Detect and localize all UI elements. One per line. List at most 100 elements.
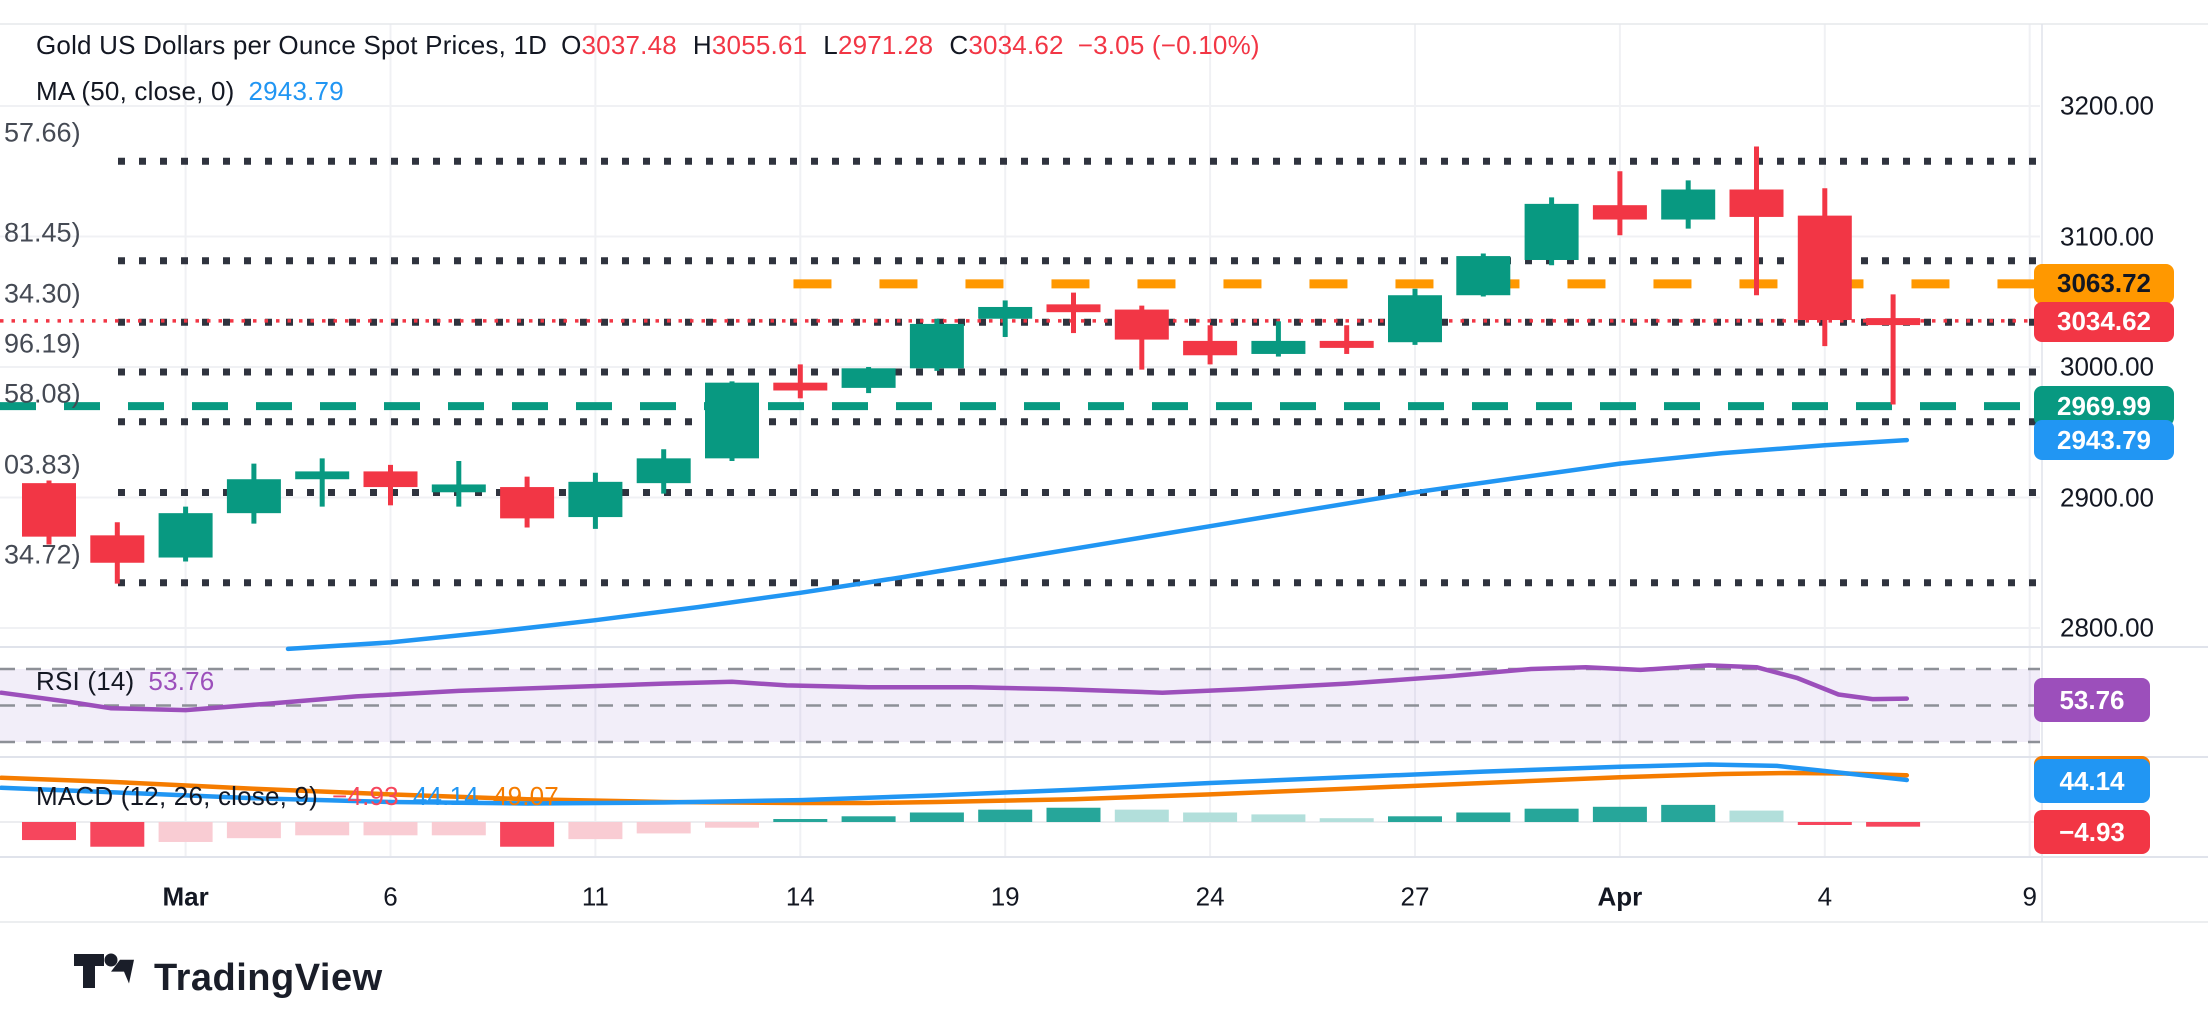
macd-histogram-bar: [1046, 807, 1101, 822]
time-tick-label: 11: [581, 881, 609, 912]
pivot-level-label: 81.45): [4, 217, 81, 248]
price-tick-label: 3200.00: [2060, 90, 2154, 121]
macd-histogram-bar: [1729, 810, 1784, 822]
macd-histogram-bar: [1592, 806, 1647, 822]
macd-histogram-bar: [1251, 814, 1306, 822]
candle-body: [841, 368, 896, 388]
candle-body: [1183, 340, 1238, 356]
macd-histogram-bar: [90, 822, 145, 847]
time-tick-label: 24: [1195, 881, 1225, 912]
macd-histogram-bar: [909, 812, 964, 822]
candle-body: [1729, 189, 1784, 217]
macd-histogram-bar: [158, 822, 213, 842]
candle-body: [773, 382, 828, 391]
macd-legend[interactable]: MACD (12, 26, close, 9) −4.93 44.14 49.0…: [36, 781, 559, 812]
rsi-line: [0, 663, 1910, 713]
pivot-level-label: 58.08): [4, 378, 81, 409]
macd-histogram-bar: [1456, 812, 1511, 822]
time-tick-label: 9: [2022, 881, 2037, 912]
candle-body: [1456, 256, 1511, 296]
macd-histogram-bar: [568, 822, 623, 840]
rsi-legend[interactable]: RSI (14) 53.76: [36, 666, 214, 697]
rsi-label: RSI (14): [36, 666, 135, 696]
pivot-level-label: 57.66): [4, 117, 81, 148]
pivot-level-label: 34.72): [4, 539, 81, 570]
macd-histogram-bar: [841, 816, 896, 822]
macd-histogram-bar: [295, 822, 350, 836]
macd-hist-value: −4.93: [332, 781, 399, 811]
symbol-title: Gold US Dollars per Ounce Spot Prices, 1…: [36, 30, 548, 60]
pivot-level-label: 03.83): [4, 449, 81, 479]
macd-histogram-bar: [705, 822, 759, 828]
low-value: L2971.28: [823, 30, 934, 60]
change-value: −3.05 (−0.10%): [1077, 30, 1260, 60]
high-value: H3055.61: [692, 30, 808, 60]
candle-body: [295, 471, 350, 480]
candle-body: [1797, 215, 1852, 321]
macd-histogram-bar: [500, 822, 555, 847]
time-tick-label: 6: [383, 881, 398, 912]
tradingview-logo[interactable]: TradingView: [74, 952, 383, 1004]
candle-body: [978, 306, 1033, 319]
candle-body: [1046, 304, 1101, 313]
price-tick-label: 2900.00: [2060, 482, 2154, 512]
macd-histogram-bar: [1388, 816, 1442, 822]
ma-legend[interactable]: MA (50, close, 0) 2943.79: [36, 76, 344, 107]
symbol-legend[interactable]: Gold US Dollars per Ounce Spot Prices, 1…: [36, 30, 1260, 61]
ohlc-values: O3037.48 H3055.61 L2971.28 C3034.62: [561, 30, 1064, 61]
candle-body: [568, 481, 623, 518]
open-value: O3037.48: [561, 30, 677, 60]
macd-histogram-bar: [22, 822, 76, 841]
pivot-level-label: 96.19): [4, 328, 81, 359]
macd-histogram-bar: [1114, 809, 1169, 822]
macd-histogram-bar: [1866, 822, 1921, 827]
rsi-value: 53.76: [148, 666, 215, 696]
candle-body: [1251, 340, 1306, 354]
macd-hist-axis-badge: −4.93: [2034, 810, 2150, 854]
time-tick-label: 27: [1400, 881, 1430, 912]
candle-body: [1524, 203, 1579, 260]
macd-histogram-bar: [1319, 818, 1374, 822]
candle-body: [363, 471, 418, 488]
price-tick-label: 3100.00: [2060, 221, 2154, 251]
macd-histogram-bar: [431, 822, 486, 836]
macd-signal-value: 49.07: [492, 781, 559, 811]
candle-body: [636, 458, 691, 484]
ma-label: MA (50, close, 0): [36, 76, 235, 106]
candle-body: [226, 479, 281, 514]
price-axis-badge: 2943.79: [2034, 420, 2174, 461]
pivot-level-label: 34.30): [4, 278, 81, 309]
candle-body: [909, 323, 964, 369]
time-tick-label: Mar: [162, 881, 209, 912]
price-axis-badge: 2969.99: [2034, 386, 2174, 427]
macd-histogram-bar: [363, 822, 418, 836]
rsi-axis-badge: 53.76: [2034, 678, 2150, 722]
time-tick-label: 14: [785, 881, 815, 912]
ma-value: 2943.79: [248, 76, 344, 106]
macd-line-value: 44.14: [412, 781, 479, 811]
candle-body: [431, 484, 486, 493]
candle-body: [1592, 205, 1647, 220]
macd-histogram-bar: [1661, 804, 1716, 822]
candle-body: [1319, 340, 1374, 348]
macd-histogram-bar: [226, 822, 281, 839]
macd-signal-line: [0, 770, 1910, 806]
price-tick-label: 3000.00: [2060, 351, 2154, 382]
macd-axis-badge: 44.14: [2034, 759, 2150, 803]
time-tick-label: 19: [990, 881, 1020, 912]
price-axis-badge: 3034.62: [2034, 301, 2174, 342]
ma50-line: [285, 437, 1910, 652]
macd-label: MACD (12, 26, close, 9): [36, 781, 319, 811]
tradingview-logo-text: TradingView: [154, 956, 383, 999]
time-tick-label: 4: [1817, 881, 1833, 912]
candle-body: [1114, 309, 1169, 340]
candle-body: [22, 483, 76, 537]
candle-body: [1388, 295, 1442, 343]
candle-body: [705, 382, 759, 459]
close-value: C3034.62: [949, 30, 1064, 60]
time-tick-label: Apr: [1597, 881, 1643, 912]
candle-body: [1661, 189, 1716, 220]
candle-body: [500, 487, 555, 519]
